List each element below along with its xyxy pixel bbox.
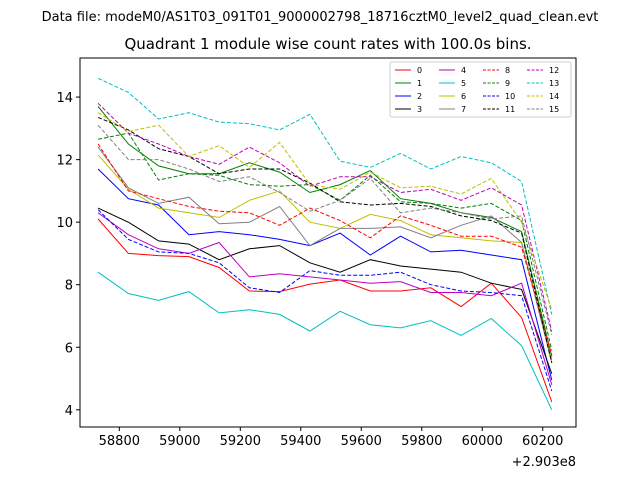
legend-label-15: 15 [549, 105, 559, 114]
legend-label-14: 14 [549, 92, 559, 101]
legend-label-8: 8 [505, 66, 510, 75]
series-line-9 [97, 132, 553, 351]
series-line-12 [97, 102, 553, 332]
series-line-1 [97, 106, 553, 357]
legend-label-7: 7 [461, 105, 466, 114]
series-line-10 [97, 209, 553, 392]
legend-box [389, 61, 572, 118]
x-tick-label: 59000 [159, 434, 200, 449]
x-tick-label: 58800 [99, 434, 140, 449]
y-tick-label: 12 [56, 154, 73, 169]
series-line-8 [97, 143, 553, 356]
y-tick-label: 4 [65, 404, 73, 419]
x-tick-label: 60200 [522, 434, 563, 449]
y-tick-label: 10 [56, 216, 73, 231]
legend-label-4: 4 [461, 66, 466, 75]
x-tick-label: 59400 [280, 434, 321, 449]
series-line-7 [97, 146, 553, 364]
legend-label-13: 13 [549, 79, 559, 88]
y-axis: 4 6 8 10 12 14 [56, 91, 80, 419]
series-line-0 [97, 218, 553, 403]
legend-label-6: 6 [461, 92, 466, 101]
x-tick-label: 59800 [401, 434, 442, 449]
legend-label-0: 0 [417, 66, 422, 75]
chart-title: Quadrant 1 module wise count rates with … [124, 35, 531, 53]
x-tick-label: 60000 [462, 434, 503, 449]
series-line-6 [97, 154, 553, 360]
chart-suptitle: Data file: modeM0/AS1T03_091T01_90000027… [42, 10, 599, 25]
series-line-11 [97, 116, 553, 364]
legend-label-5: 5 [461, 79, 466, 88]
x-tick-label: 59600 [341, 434, 382, 449]
legend-label-1: 1 [417, 79, 422, 88]
series-line-15 [97, 124, 553, 335]
legend-label-12: 12 [549, 66, 559, 75]
legend-label-2: 2 [417, 92, 422, 101]
legend-label-3: 3 [417, 105, 422, 114]
legend-label-11: 11 [505, 105, 515, 114]
series-line-13 [97, 77, 553, 315]
plot-area [97, 77, 553, 411]
series-line-14 [97, 112, 553, 310]
axes-frame [79, 57, 577, 428]
x-axis: 58800 59000 59200 59400 59600 59800 60000 60200 [99, 427, 563, 449]
series-line-3 [97, 207, 553, 374]
y-tick-label: 14 [56, 91, 73, 106]
y-tick-label: 6 [65, 341, 73, 356]
axes-border [79, 57, 577, 428]
y-tick-label: 8 [65, 279, 73, 294]
x-axis-offset-text: +2.903e8 [512, 455, 576, 470]
series-line-4 [97, 212, 553, 385]
legend-label-10: 10 [505, 92, 515, 101]
legend-label-9: 9 [505, 79, 510, 88]
series-line-2 [97, 168, 553, 381]
x-tick-label: 59200 [220, 434, 261, 449]
series-line-5 [97, 271, 553, 411]
